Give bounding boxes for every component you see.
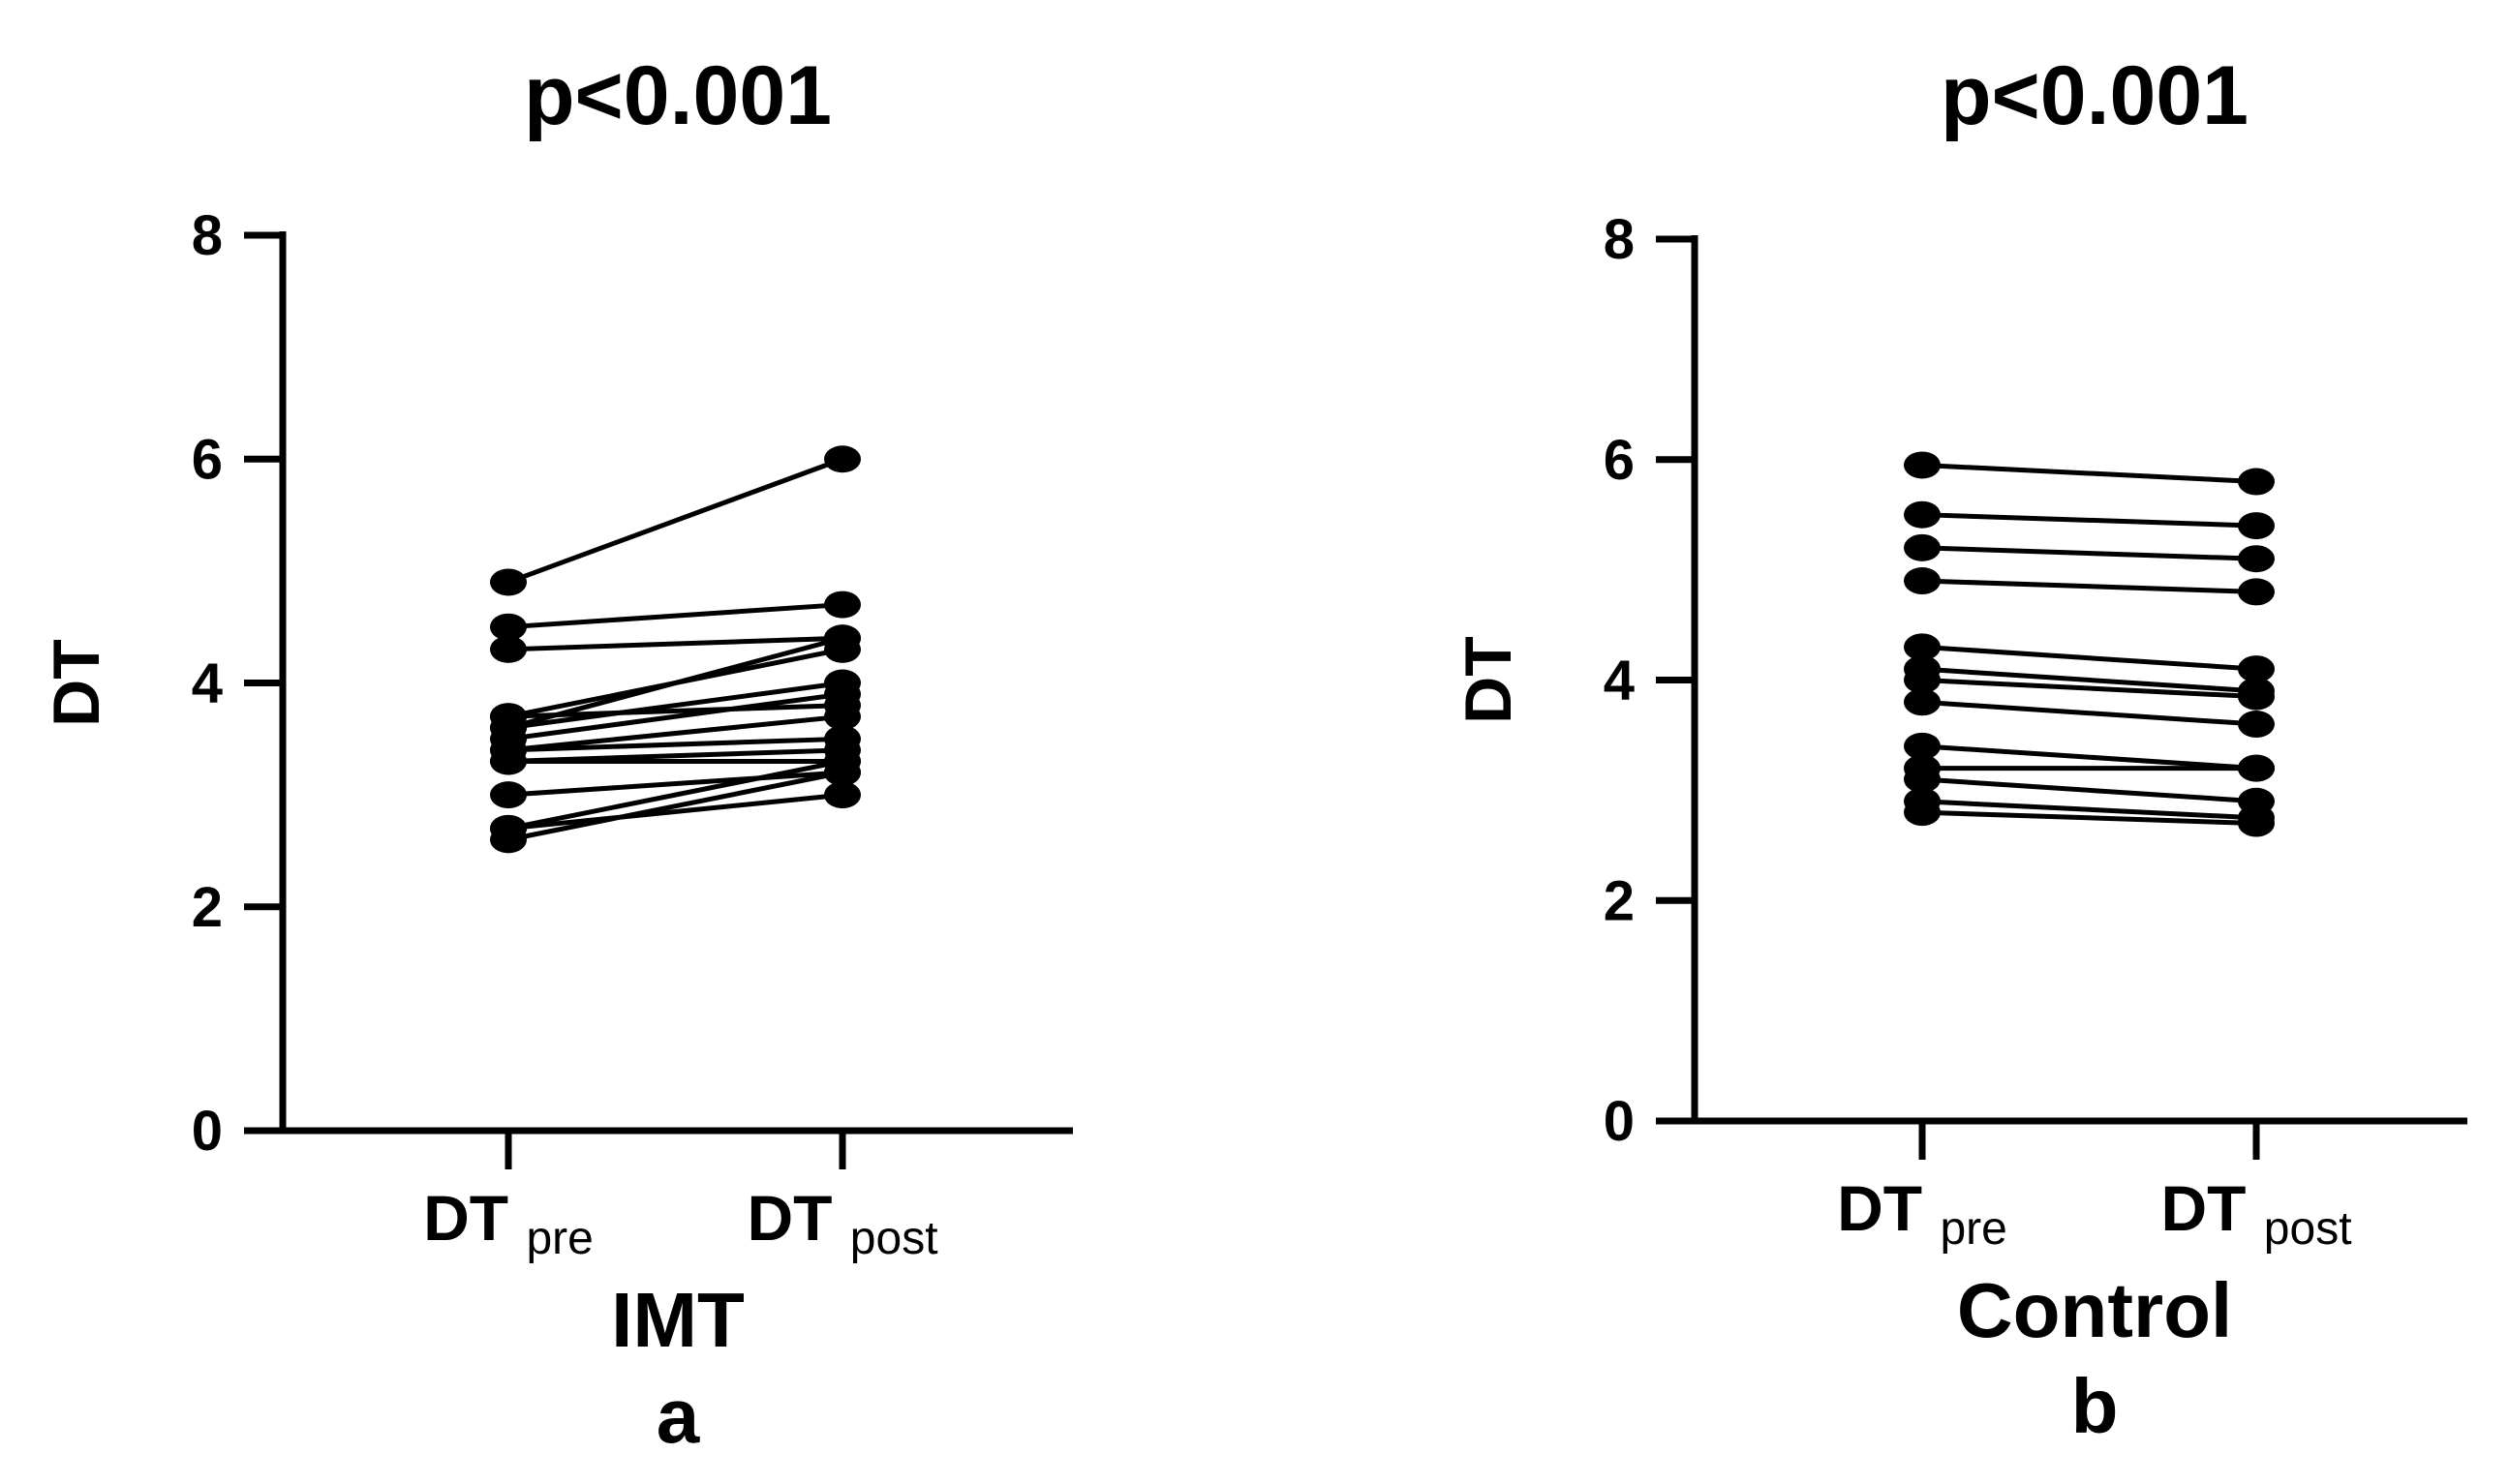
x-tick-label-sub: post bbox=[2264, 1203, 2352, 1255]
y-axis-label: DT bbox=[1452, 636, 1525, 724]
x-tick-label: DT pre bbox=[1837, 1172, 2007, 1255]
pair-line bbox=[1921, 644, 2257, 672]
point-pre bbox=[490, 568, 527, 596]
pair-line bbox=[507, 736, 843, 753]
point-pre bbox=[1904, 732, 1941, 760]
x-tick-label-space bbox=[2246, 1172, 2263, 1244]
chart-title: p<0.001 bbox=[524, 49, 832, 142]
x-tick-label-main: DT bbox=[2160, 1172, 2246, 1244]
pair-line bbox=[507, 681, 843, 731]
pair-line bbox=[1921, 512, 2257, 529]
pair-line bbox=[507, 635, 843, 652]
point-pre bbox=[490, 747, 527, 775]
point-post bbox=[2238, 754, 2275, 782]
y-tick-label: 2 bbox=[1604, 869, 1635, 932]
y-axis-label: DT bbox=[40, 639, 113, 727]
pair-line bbox=[1921, 666, 2257, 694]
pair-line bbox=[1921, 743, 2257, 772]
y-tick-label: 6 bbox=[1604, 429, 1635, 492]
point-post bbox=[824, 681, 861, 709]
point-post bbox=[824, 591, 861, 619]
data-points bbox=[490, 445, 861, 854]
x-tick-label-main: DT bbox=[423, 1182, 508, 1254]
point-post bbox=[824, 703, 861, 731]
point-pre bbox=[1904, 633, 1941, 661]
point-post bbox=[2238, 512, 2275, 540]
y-tick-label: 6 bbox=[192, 428, 223, 491]
x-tick-label: DT pre bbox=[423, 1182, 594, 1264]
point-post bbox=[2238, 578, 2275, 606]
group-label: IMT bbox=[611, 1277, 745, 1363]
point-post bbox=[824, 624, 861, 652]
point-post bbox=[824, 445, 861, 473]
x-tick-label-space bbox=[832, 1182, 849, 1254]
point-post bbox=[2238, 711, 2275, 739]
point-pre bbox=[490, 613, 527, 641]
point-pre bbox=[1904, 567, 1941, 595]
pair-line bbox=[507, 770, 843, 842]
point-pre bbox=[1904, 688, 1941, 716]
point-pre bbox=[1904, 533, 1941, 561]
pair-line bbox=[507, 792, 843, 832]
point-pre bbox=[490, 781, 527, 809]
x-tick-label-sub: pre bbox=[1940, 1203, 2006, 1255]
y-tick-label: 8 bbox=[192, 204, 223, 267]
point-pre bbox=[1904, 451, 1941, 479]
point-post bbox=[2238, 655, 2275, 683]
y-tick-label: 8 bbox=[1604, 208, 1635, 271]
panel-label: a bbox=[657, 1373, 700, 1459]
x-tick-label-main: DT bbox=[747, 1182, 832, 1254]
pair-line bbox=[507, 703, 843, 719]
point-pre bbox=[1904, 666, 1941, 694]
pair-line bbox=[507, 770, 843, 798]
pair-line bbox=[507, 602, 843, 630]
x-tick-label-main: DT bbox=[1837, 1172, 1922, 1244]
pair-line bbox=[1921, 776, 2257, 804]
pair-line bbox=[507, 456, 843, 585]
chart-title: p<0.001 bbox=[1941, 49, 2249, 142]
y-tick-label: 0 bbox=[192, 1100, 223, 1163]
pair-line bbox=[507, 758, 843, 832]
pair-line bbox=[507, 691, 843, 742]
group-label: Control bbox=[1957, 1267, 2232, 1353]
y-tick-label: 2 bbox=[192, 876, 223, 939]
point-post bbox=[2238, 545, 2275, 573]
pair-line bbox=[1921, 545, 2257, 561]
pair-line bbox=[1921, 699, 2257, 727]
point-post bbox=[824, 781, 861, 809]
x-tick-label-space bbox=[1922, 1172, 1940, 1244]
pair-line bbox=[1921, 678, 2257, 700]
x-tick-label-sub: post bbox=[850, 1213, 938, 1264]
pair-line bbox=[1921, 462, 2257, 485]
x-tick-label-sub: pre bbox=[526, 1213, 593, 1264]
point-post bbox=[2238, 809, 2275, 837]
panel-label: b bbox=[2071, 1363, 2119, 1449]
point-pre bbox=[1904, 500, 1941, 529]
y-tick-label: 0 bbox=[1604, 1090, 1635, 1153]
y-tick-label: 4 bbox=[1604, 650, 1635, 712]
x-tick-label-space bbox=[508, 1182, 526, 1254]
point-post bbox=[824, 759, 861, 786]
point-pre bbox=[490, 826, 527, 854]
point-post bbox=[2238, 468, 2275, 496]
data-points bbox=[1904, 451, 2275, 837]
point-pre bbox=[1904, 765, 1941, 793]
point-post bbox=[2238, 682, 2275, 711]
point-pre bbox=[1904, 799, 1941, 827]
point-pre bbox=[490, 635, 527, 663]
pair-line bbox=[1921, 799, 2257, 821]
x-tick-label: DT post bbox=[2160, 1172, 2351, 1255]
pair-line bbox=[507, 713, 843, 753]
paired-lines bbox=[507, 456, 843, 842]
pair-line bbox=[1921, 809, 2257, 827]
y-tick-label: 4 bbox=[192, 652, 223, 715]
paired-lines bbox=[1921, 462, 2257, 827]
x-tick-label: DT post bbox=[747, 1182, 937, 1264]
pair-line bbox=[1921, 578, 2257, 594]
